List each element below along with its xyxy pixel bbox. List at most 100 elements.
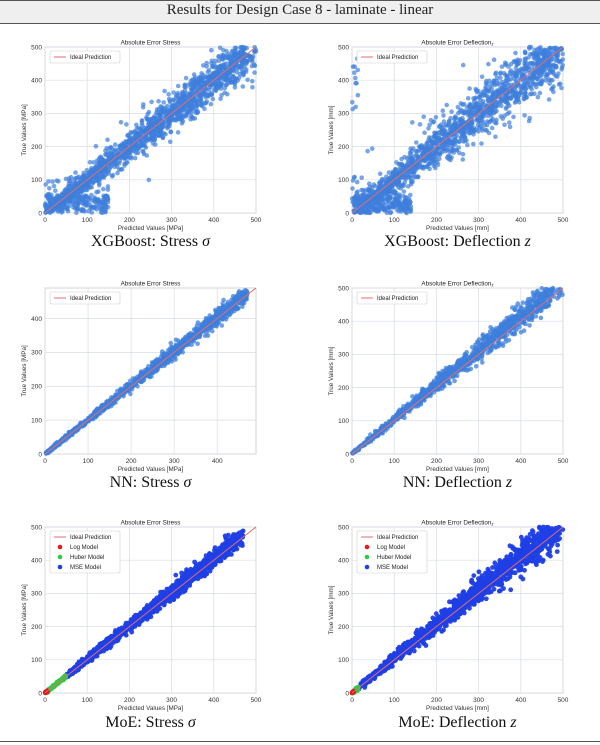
data-point [178, 340, 184, 345]
data-point [419, 157, 425, 162]
data-point [160, 349, 165, 354]
data-point [539, 63, 545, 69]
data-point [122, 387, 127, 393]
data-point [409, 165, 415, 171]
data-point [93, 414, 98, 420]
data-point [68, 192, 73, 197]
data-point [544, 63, 550, 69]
data-point [149, 370, 154, 376]
data-point [195, 328, 200, 333]
data-point [242, 53, 247, 58]
data-point [517, 76, 523, 82]
data-point [380, 188, 386, 193]
data-point [75, 203, 81, 209]
data-point [468, 123, 474, 129]
data-point [439, 127, 445, 133]
data-point [235, 297, 241, 303]
data-point [527, 74, 533, 79]
data-point [210, 318, 215, 324]
data-point [527, 70, 533, 75]
data-point [198, 77, 204, 83]
data-point [64, 434, 69, 439]
data-point [410, 161, 416, 167]
data-point [162, 356, 168, 362]
data-point [362, 204, 368, 209]
data-point [149, 132, 155, 137]
data-point [397, 413, 402, 419]
data-point [160, 106, 165, 111]
data-point [183, 112, 189, 118]
data-point [183, 104, 188, 109]
data-point [148, 136, 154, 141]
data-point [71, 429, 77, 434]
data-point [456, 126, 462, 131]
data-point [74, 428, 79, 434]
data-point [483, 127, 489, 133]
data-point [397, 171, 403, 177]
data-point [391, 199, 396, 205]
data-point [141, 102, 146, 107]
data-point [138, 372, 144, 378]
data-point [361, 204, 366, 210]
data-point [505, 325, 510, 331]
data-point [365, 207, 370, 213]
data-point [66, 434, 72, 439]
data-point [93, 413, 98, 418]
data-point [105, 400, 110, 405]
data-point [91, 411, 97, 417]
data-point [132, 379, 137, 384]
data-point [241, 59, 246, 64]
data-point [222, 312, 227, 317]
data-point [449, 129, 454, 134]
data-point [447, 368, 453, 373]
data-point [513, 50, 518, 56]
data-point [453, 365, 459, 371]
data-point [487, 110, 492, 115]
data-point [374, 191, 379, 196]
data-point [143, 145, 149, 150]
data-point [102, 196, 107, 202]
data-point [149, 370, 155, 375]
data-point [181, 100, 187, 105]
data-point [59, 193, 65, 198]
data-point [421, 146, 427, 151]
data-point [349, 196, 355, 201]
data-point [361, 205, 367, 211]
data-point [420, 164, 426, 170]
data-point [102, 407, 107, 412]
data-point [122, 150, 127, 156]
data-point [65, 435, 70, 441]
data-point [418, 147, 424, 153]
data-point [127, 386, 132, 391]
data-point [75, 206, 81, 211]
data-point [66, 203, 72, 209]
data-point [55, 441, 60, 446]
data-point [473, 101, 479, 107]
data-point [207, 73, 212, 79]
data-point [433, 150, 439, 156]
data-point [373, 189, 378, 195]
data-point [383, 179, 389, 185]
data-point [360, 192, 366, 198]
data-point [532, 293, 537, 299]
data-point [491, 78, 497, 83]
data-point [69, 192, 75, 198]
data-point [369, 194, 375, 199]
data-point [488, 108, 494, 113]
data-point [518, 71, 523, 76]
data-point [44, 208, 49, 214]
data-point [534, 66, 540, 71]
data-point [212, 74, 217, 80]
data-point [378, 426, 383, 432]
data-point [175, 345, 181, 350]
data-point [229, 63, 234, 69]
data-point [224, 307, 229, 313]
data-point [186, 335, 191, 341]
data-point [512, 326, 517, 331]
data-point [118, 143, 123, 148]
data-point [407, 174, 412, 180]
data-point [479, 74, 485, 79]
data-point [128, 154, 134, 159]
data-point [105, 402, 111, 408]
data-point [399, 163, 405, 168]
